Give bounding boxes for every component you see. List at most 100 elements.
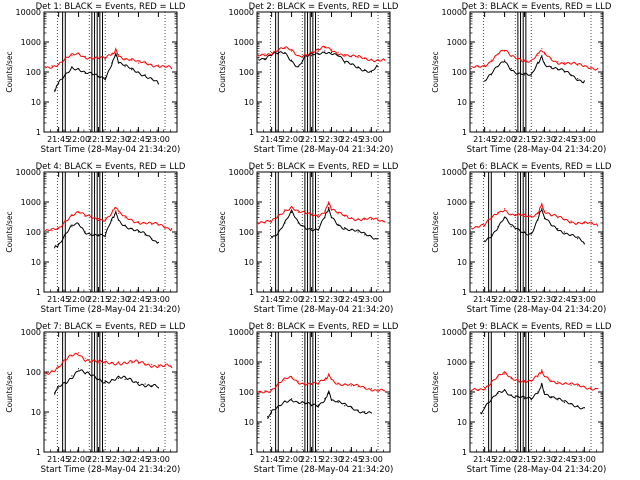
- lld-point: [164, 226, 166, 228]
- lld-point: [497, 53, 499, 55]
- events-point: [131, 69, 133, 71]
- events-point: [480, 412, 482, 414]
- lld-point: [58, 63, 60, 65]
- chart-panel: 1 10 100 1000 21:4522:0022:1522:3022:4523:00…: [5, 322, 186, 475]
- events-point: [64, 234, 66, 236]
- y-tick-label: 1000: [447, 358, 467, 367]
- lld-point: [64, 219, 66, 221]
- lld-series-line: [471, 369, 598, 392]
- lld-point: [470, 390, 472, 392]
- y-tick-label: 100: [26, 68, 41, 77]
- lld-point: [350, 56, 352, 58]
- events-point: [504, 59, 506, 61]
- lld-point: [523, 380, 526, 382]
- x-tick-label: 22:45: [553, 135, 576, 144]
- events-point: [58, 83, 60, 85]
- x-tick-label: 21:45: [260, 455, 283, 464]
- events-point: [117, 62, 120, 64]
- events-point: [277, 407, 279, 409]
- lld-point: [78, 52, 80, 54]
- events-point: [541, 208, 543, 210]
- events-point: [570, 403, 572, 405]
- lld-point: [277, 215, 279, 217]
- lld-point: [577, 64, 579, 66]
- events-point: [324, 217, 326, 219]
- events-point: [71, 226, 73, 228]
- x-tick-label: 23:00: [147, 295, 170, 304]
- events-point: [484, 240, 486, 242]
- lld-point: [304, 382, 306, 384]
- events-point: [304, 57, 306, 59]
- lld-point: [550, 379, 552, 381]
- events-point: [317, 53, 319, 55]
- y-tick-label: 10000: [229, 328, 254, 337]
- events-point: [504, 217, 506, 219]
- chart-panel: 1 10 100 1000 10000 21:4522:0022:1522:3022:45…: [431, 322, 612, 475]
- events-point: [84, 72, 86, 74]
- events-point: [277, 53, 279, 55]
- lld-point: [64, 361, 66, 363]
- events-point: [104, 77, 106, 79]
- x-tick-label: 23:00: [573, 295, 596, 304]
- lld-point: [537, 376, 539, 378]
- x-tick-label: 22:00: [493, 135, 516, 144]
- chart-panel: 1 10 100 1000 10000 21:4522:0022:1522:3022:45…: [218, 2, 399, 155]
- events-point: [517, 229, 519, 231]
- lld-point: [484, 387, 486, 389]
- events-point: [104, 380, 106, 382]
- lld-point: [297, 55, 299, 57]
- lld-point: [171, 228, 173, 230]
- events-point: [151, 238, 153, 240]
- lld-point: [291, 50, 293, 52]
- y-axis-label: Counts/sec: [431, 371, 440, 412]
- y-tick-label: 1000: [234, 38, 254, 47]
- y-tick-label: 10: [244, 258, 254, 267]
- chart-panel: 1 10 100 1000 10000 21:4522:0022:1522:3022:45…: [431, 2, 612, 155]
- lld-point: [550, 215, 552, 217]
- y-tick-label: 1000: [447, 38, 467, 47]
- lld-point: [124, 58, 126, 60]
- lld-point: [384, 390, 386, 392]
- lld-point: [58, 228, 60, 230]
- x-tick-label: 21:45: [47, 295, 70, 304]
- x-axis-label: Start Time (28-May-04 21:34:20): [41, 145, 181, 155]
- chart-panel: 1 10 100 1000 10000 21:4522:0022:1522:3022:45…: [5, 2, 186, 155]
- chart-title: Det 3: BLACK = Events, RED = LLD: [462, 2, 612, 12]
- lld-point: [328, 373, 330, 375]
- x-axis-label: Start Time (28-May-04 21:34:20): [254, 145, 394, 155]
- lld-point: [590, 387, 592, 389]
- lld-point: [370, 388, 372, 390]
- events-point: [490, 400, 492, 402]
- lld-series-line: [44, 47, 173, 69]
- lld-point: [337, 213, 339, 215]
- lld-point: [517, 57, 519, 59]
- events-point: [304, 403, 306, 405]
- lld-point: [541, 204, 543, 206]
- events-point: [131, 380, 133, 382]
- x-tick-label: 22:45: [127, 135, 150, 144]
- events-point: [490, 234, 492, 236]
- x-tick-label: 23:00: [147, 455, 170, 464]
- lld-point: [563, 383, 566, 385]
- chart-panel: 1 10 100 1000 10000 21:4522:0022:1522:3022:45…: [218, 322, 399, 475]
- y-tick-label: 1: [36, 288, 41, 297]
- events-point: [71, 66, 73, 68]
- lld-point: [543, 210, 546, 212]
- lld-point: [490, 381, 492, 383]
- x-tick-label: 21:45: [260, 135, 283, 144]
- events-point: [510, 226, 512, 228]
- x-tick-label: 23:00: [360, 135, 383, 144]
- lld-point: [530, 380, 532, 382]
- lld-point: [284, 379, 286, 381]
- lld-point: [364, 218, 366, 220]
- lld-point: [144, 222, 146, 224]
- events-point: [497, 66, 499, 68]
- lld-point: [530, 216, 532, 218]
- lld-point: [344, 383, 346, 385]
- x-tick-label: 22:15: [300, 295, 323, 304]
- events-point: [344, 227, 346, 229]
- lld-point: [543, 53, 546, 55]
- lld-point: [124, 361, 126, 363]
- y-tick-label: 100: [239, 68, 254, 77]
- lld-point: [71, 214, 73, 216]
